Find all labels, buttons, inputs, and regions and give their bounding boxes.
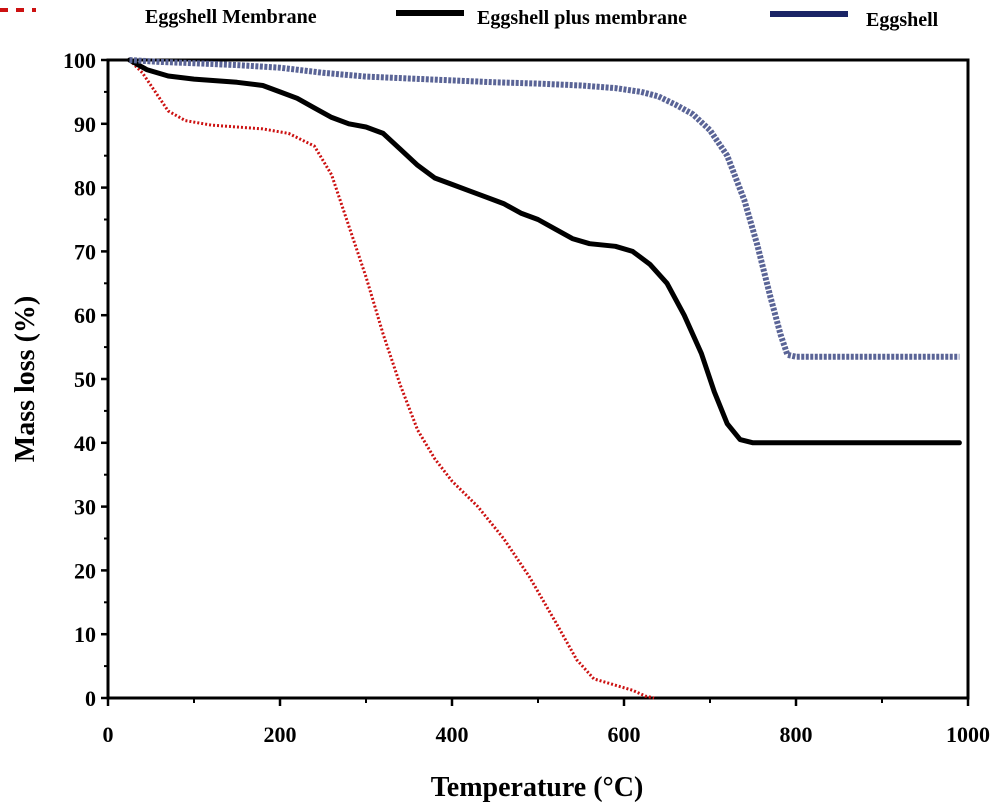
legend-label-eggshell: Eggshell <box>866 9 939 31</box>
legend-item-eggshell-membrane: Eggshell Membrane <box>0 6 317 28</box>
x-tick-label: 800 <box>780 722 813 747</box>
x-tick-label: 400 <box>436 722 469 747</box>
legend: Eggshell Membrane Eggshell plus membrane… <box>0 6 939 31</box>
x-tick-label: 1000 <box>946 722 990 747</box>
x-tick-label: 0 <box>103 722 114 747</box>
y-tick-label: 60 <box>74 303 96 328</box>
y-tick-label: 50 <box>74 367 96 392</box>
legend-label-eggshell-plus-membrane: Eggshell plus membrane <box>477 7 687 29</box>
y-tick-label: 90 <box>74 112 96 137</box>
series-eggshell-membrane <box>128 58 655 700</box>
y-tick-label: 40 <box>74 431 96 456</box>
legend-label-eggshell-membrane: Eggshell Membrane <box>145 6 317 28</box>
y-axis-title: Mass loss (%) <box>10 296 41 462</box>
series-eggshell-plus-membrane <box>127 57 962 446</box>
x-axis: 0 200 400 600 800 1000 <box>103 698 990 747</box>
x-axis-title: Temperature (°C) <box>431 772 644 803</box>
y-tick-label: 0 <box>85 686 96 711</box>
legend-item-eggshell-plus-membrane: Eggshell plus membrane <box>396 7 687 29</box>
y-axis: 0 10 20 30 40 50 60 70 80 90 100 <box>63 48 108 711</box>
y-tick-label: 20 <box>74 558 96 583</box>
x-tick-label: 600 <box>608 722 641 747</box>
series-layer <box>127 57 962 700</box>
y-tick-label: 80 <box>74 176 96 201</box>
plot-frame <box>106 58 970 700</box>
x-tick-label: 200 <box>264 722 297 747</box>
series-eggshell <box>129 57 960 360</box>
y-tick-label: 10 <box>74 622 96 647</box>
y-tick-label: 30 <box>74 495 96 520</box>
y-tick-label: 100 <box>63 48 96 73</box>
y-tick-label: 70 <box>74 239 96 264</box>
legend-item-eggshell: Eggshell <box>770 9 939 31</box>
